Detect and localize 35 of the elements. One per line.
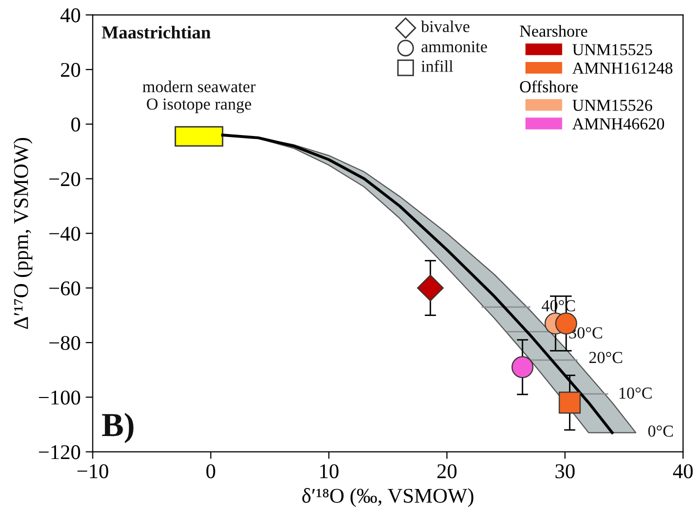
- x-tick-label: 40: [673, 464, 693, 478]
- y-tick-label: −120: [38, 445, 80, 460]
- x-tick-label: −10: [77, 464, 108, 478]
- y-tick-label: 20: [60, 62, 80, 77]
- annotation: modern seawater O isotope range: [142, 80, 256, 114]
- x-tick-label: 0: [206, 464, 216, 478]
- y-axis-title: Δ′¹⁷O (ppm, VSMOW): [13, 138, 32, 329]
- annotation: Maastrichtian: [102, 26, 211, 39]
- point: [417, 274, 444, 302]
- annotation: B): [102, 412, 134, 444]
- y-tick-label: 40: [60, 8, 80, 22]
- annotation: Offshore: [520, 80, 578, 92]
- x-tick-label: 20: [437, 464, 457, 478]
- y-tick-label: −80: [49, 336, 80, 350]
- y-tick-label: −20: [49, 172, 80, 186]
- annotation: bivalve: [420, 20, 470, 32]
- x-axis-title: δ′¹⁸O (‰, VSMOW): [302, 488, 474, 508]
- legend-label: AMNH46620: [572, 118, 664, 130]
- legend-label: UNM15525: [572, 44, 652, 56]
- x-tick-label: 30: [556, 464, 575, 478]
- legend-label: UNM15526: [572, 100, 652, 111]
- x-tick-label: 10: [320, 464, 338, 478]
- annotation: 0°C: [648, 426, 673, 437]
- annotation: ammonite: [422, 41, 488, 52]
- y-tick-label: −100: [38, 390, 80, 405]
- legend-label: AMNH161248: [572, 62, 672, 74]
- point: [558, 392, 581, 414]
- annotation: infill: [421, 60, 454, 72]
- y-tick-label: 0: [71, 118, 80, 132]
- y-tick-label: −60: [49, 281, 80, 296]
- point: [512, 356, 534, 378]
- annotation: 20°C: [589, 352, 622, 364]
- y-tick-label: −40: [49, 226, 80, 241]
- annotation: 10°C: [620, 387, 652, 399]
- annotation: Nearshore: [520, 25, 588, 37]
